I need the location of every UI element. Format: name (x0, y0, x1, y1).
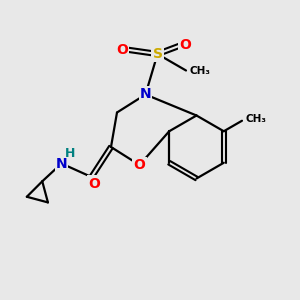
Text: O: O (134, 158, 146, 172)
Text: N: N (56, 157, 67, 170)
Text: O: O (88, 177, 101, 190)
Text: H: H (65, 147, 75, 161)
Text: O: O (179, 38, 191, 52)
Text: O: O (116, 43, 128, 56)
Text: N: N (140, 88, 151, 101)
Text: CH₃: CH₃ (246, 114, 267, 124)
Text: S: S (152, 47, 163, 61)
Text: CH₃: CH₃ (190, 65, 211, 76)
